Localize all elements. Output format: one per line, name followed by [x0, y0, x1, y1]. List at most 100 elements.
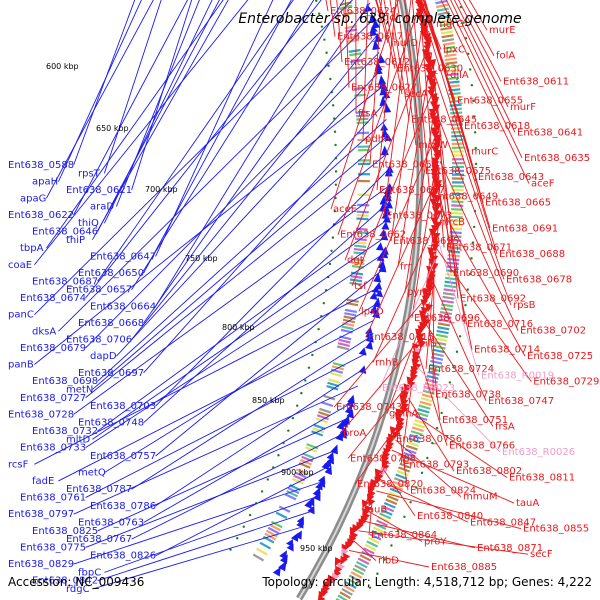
gc-dot-outer — [368, 586, 372, 589]
cog-strip-outer-231 — [405, 444, 418, 451]
left-gene-label: panB — [8, 360, 34, 371]
cog-strip-outer-245 — [386, 494, 399, 502]
cog-strip-inner-229 — [319, 407, 332, 414]
gc-dot — [287, 429, 290, 432]
right-gene-label: Ent638_R0019 — [481, 370, 554, 381]
right-leader-line — [418, 0, 438, 222]
gc-dot-outer — [464, 304, 467, 307]
left-gene-label: Ent638_0733 — [20, 443, 86, 454]
cog-strip-inner-186 — [351, 264, 364, 269]
right-leader-line — [353, 540, 377, 561]
left-leader-line — [97, 511, 311, 582]
reverse-gene-arrow-146 — [380, 123, 389, 131]
cog-strip-outer-168 — [451, 208, 464, 211]
right-gene-label: Ent638_0618 — [464, 121, 530, 132]
cog-strip-outer-186 — [444, 276, 458, 281]
kbp-tick-label: 800 kbp — [222, 323, 255, 332]
gc-dot-outer — [462, 21, 465, 24]
right-leader-line — [361, 460, 389, 510]
left-leader-line — [92, 135, 388, 390]
kbp-tick-label: 750 kbp — [185, 254, 218, 263]
cog-strip-inner-168 — [357, 203, 370, 207]
cog-strip-outer-124 — [442, 38, 455, 43]
left-leader-line — [97, 0, 294, 282]
right-leader-line — [418, 355, 448, 446]
right-leader-line — [427, 313, 441, 421]
left-leader-line — [34, 0, 249, 266]
cog-strip-inner-266 — [269, 523, 281, 532]
gc-dot-outer — [383, 558, 386, 561]
gc-dot — [277, 454, 280, 457]
left-gene-label: rcsF — [8, 459, 29, 470]
cog-strip-outer-252 — [376, 519, 388, 527]
left-gene-label: Ent638_0757 — [90, 451, 156, 462]
cog-strip-inner-199 — [344, 308, 357, 314]
cog-strip-outer-226 — [411, 426, 424, 433]
cog-strip-outer-134 — [447, 76, 460, 81]
reverse-gene-arrow-210 — [358, 347, 367, 356]
cog-strip-inner-222 — [326, 384, 339, 391]
cog-strip-outer-222 — [416, 411, 429, 418]
left-leader-line — [73, 186, 389, 415]
left-gene-label: Ent638_0787 — [66, 484, 132, 495]
cog-strip-outer-273 — [339, 591, 351, 600]
right-leader-line — [333, 291, 432, 408]
genome-backbone — [296, 0, 424, 600]
left-gene-label: Ent638_0825 — [32, 526, 98, 537]
left-gene-label: Ent638_0842 — [32, 576, 98, 587]
left-gene-label: Ent638_0657 — [66, 285, 132, 296]
reverse-gene-arrow-130 — [374, 66, 383, 75]
cog-strip-inner-254 — [287, 487, 300, 495]
gc-dot-outer — [376, 572, 379, 575]
left-gene-label: Ent638_0727 — [20, 393, 86, 404]
cog-strip-outer-272 — [341, 587, 353, 596]
left-leader-line — [85, 449, 337, 548]
left-leader-line — [155, 0, 274, 257]
gc-dot — [304, 379, 307, 382]
cog-strip-outer-188 — [443, 284, 457, 289]
cog-strip-outer-253 — [374, 523, 387, 530]
reverse-gene-arrow-269 — [286, 543, 294, 552]
cog-strip-inner-124 — [349, 52, 362, 57]
cog-strip-inner-175 — [355, 227, 368, 231]
right-gene-label: Ent638_0692 — [460, 294, 526, 305]
cog-strip-outer-119 — [438, 18, 452, 24]
right-leader-line — [411, 139, 440, 318]
left-leader-line — [131, 433, 343, 540]
gc-dot — [296, 404, 299, 407]
left-leader-line — [97, 119, 387, 382]
left-leader-line — [73, 480, 325, 565]
reverse-gene-arrow-112 — [364, 3, 373, 13]
right-gene-label: Ent638_R0023 — [382, 383, 455, 394]
left-leader-line — [73, 0, 136, 166]
cog-strip-outer-274 — [337, 594, 349, 600]
cog-strip-outer-259 — [364, 543, 377, 552]
gc-dot-outer — [469, 68, 472, 71]
right-leader-line — [445, 0, 523, 159]
gc-dot-outer — [403, 515, 406, 518]
left-gene-label: metN — [66, 384, 93, 395]
forward-gene-arrow-152 — [431, 146, 440, 154]
right-gene-label: lpxD — [361, 306, 384, 317]
right-gene-label: Ent638_0766 — [449, 441, 515, 452]
map-title: Enterobacter sp. 638, complete genome — [238, 11, 521, 27]
reverse-gene-arrow-250 — [315, 481, 323, 491]
left-leader-line — [92, 0, 229, 241]
forward-gene-arrow-122 — [423, 33, 431, 42]
forward-gene-arrow-143 — [428, 112, 437, 121]
right-leader-line — [358, 530, 529, 555]
right-gene-label: Ent638_0630 — [397, 64, 463, 75]
left-gene-label: Ent638_0775 — [20, 542, 86, 553]
cog-strip-outer-121 — [440, 26, 453, 31]
cog-strip-inner-260 — [278, 505, 291, 513]
left-gene-label: Ent638_0621 — [66, 185, 132, 196]
forward-gene-arrow-118 — [420, 18, 429, 26]
left-leader-line — [155, 270, 382, 457]
right-leader-line — [395, 439, 462, 498]
left-gene-label: dksA — [32, 326, 56, 337]
left-leader-line — [85, 52, 380, 349]
right-gene-label: murC — [471, 147, 498, 158]
left-leader-line — [103, 0, 162, 174]
